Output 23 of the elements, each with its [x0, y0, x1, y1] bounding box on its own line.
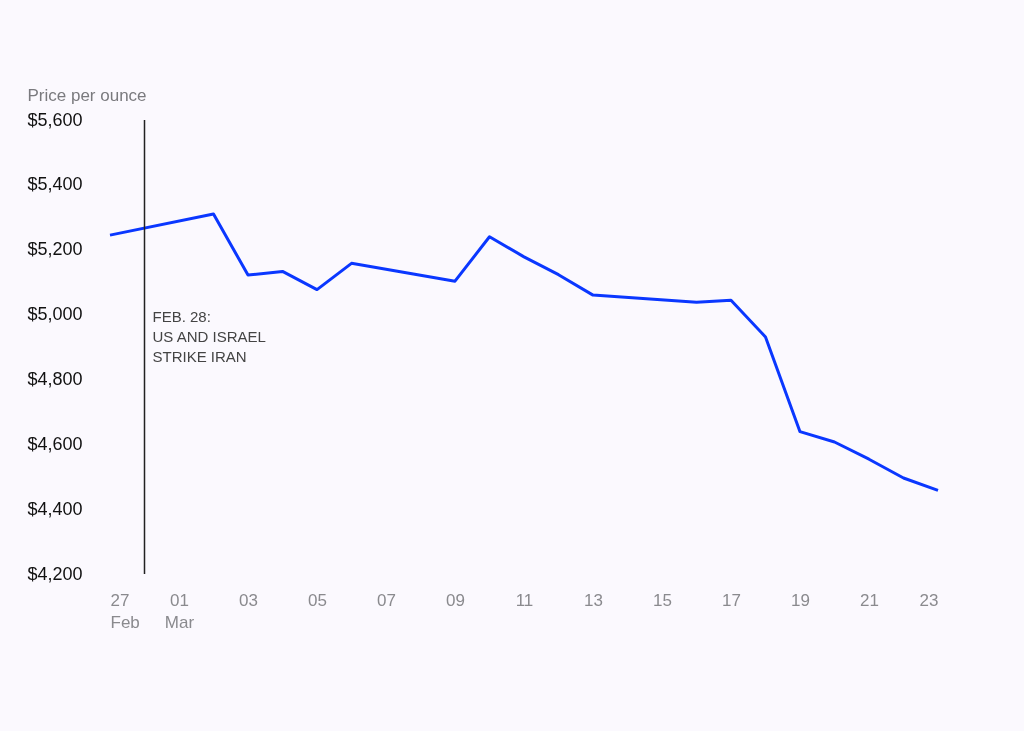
x-tick-label: 19 — [791, 590, 810, 610]
x-tick-label: 03 — [239, 590, 258, 610]
x-tick-label: 09 — [446, 590, 465, 610]
x-tick-label: 07 — [377, 590, 396, 610]
x-tick-label: 13 — [584, 590, 603, 610]
y-tick-label: $5,200 — [27, 239, 83, 260]
x-tick-label: 23 — [919, 590, 939, 610]
y-tick-label: $5,600 — [27, 109, 83, 130]
x-tick-label: 15 — [653, 590, 672, 610]
y-tick-label: $4,200 — [27, 563, 83, 584]
x-tick-label: 21 — [860, 590, 879, 610]
x-tick-label: 05 — [308, 590, 327, 610]
y-tick-label: $4,400 — [27, 498, 83, 519]
y-tick-label: $4,600 — [27, 433, 83, 454]
x-tick-label: 17 — [722, 590, 741, 610]
y-tick-label: $5,400 — [27, 174, 83, 195]
y-tick-label: $5,000 — [27, 304, 83, 325]
x-tick-label: 11 — [515, 590, 534, 610]
x-tick-label: 01 Mar — [164, 590, 195, 632]
x-tick-label: 27 Feb — [110, 590, 140, 632]
y-axis-title: Price per ounce — [27, 85, 147, 105]
y-tick-label: $4,800 — [27, 368, 83, 389]
ref-line-label: FEB. 28: US AND ISRAEL STRIKE IRAN — [152, 308, 266, 365]
